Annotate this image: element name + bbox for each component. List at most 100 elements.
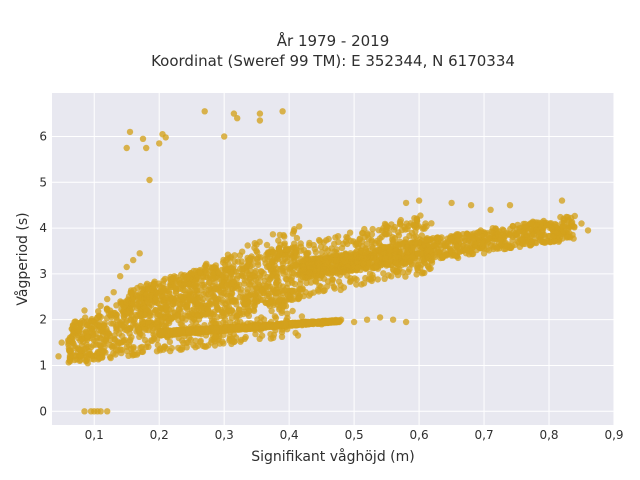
data-point — [363, 316, 371, 323]
data-point — [434, 234, 441, 242]
data-point — [138, 348, 146, 356]
data-point — [270, 331, 278, 338]
data-point — [58, 339, 65, 346]
data-point — [101, 340, 108, 347]
data-point — [402, 199, 410, 207]
data-point — [167, 347, 174, 355]
data-point — [275, 237, 282, 244]
data-point — [456, 248, 464, 255]
data-point — [337, 316, 345, 323]
data-point — [559, 235, 566, 242]
data-point — [256, 110, 264, 117]
data-point — [509, 236, 516, 243]
data-point — [513, 225, 521, 233]
data-point — [134, 284, 141, 292]
data-point — [499, 226, 506, 233]
data-point — [96, 322, 103, 329]
data-point — [310, 255, 318, 262]
data-point — [143, 280, 151, 287]
data-point — [265, 292, 273, 300]
data-point — [94, 314, 101, 321]
data-point — [298, 322, 306, 329]
data-point — [230, 263, 237, 270]
data-point — [314, 259, 322, 266]
data-point — [254, 288, 261, 296]
data-point — [353, 281, 360, 288]
data-point — [367, 276, 374, 283]
data-point — [148, 337, 155, 344]
data-point — [332, 318, 340, 325]
data-point — [369, 225, 376, 233]
data-point — [320, 266, 327, 273]
data-point — [398, 248, 405, 255]
data-point — [440, 248, 448, 256]
data-point — [236, 293, 243, 301]
data-point — [381, 254, 388, 261]
data-point — [81, 307, 88, 314]
grid-lines — [52, 93, 615, 425]
data-point — [166, 338, 174, 346]
data-point — [177, 328, 184, 336]
data-point — [270, 287, 278, 294]
data-point — [190, 291, 197, 298]
data-point — [344, 240, 351, 248]
data-point — [392, 247, 399, 255]
data-point — [211, 328, 218, 335]
data-point — [224, 285, 232, 292]
data-point — [519, 240, 527, 248]
x-tick-label: 0,8 — [539, 428, 558, 442]
data-point — [350, 318, 358, 326]
data-point — [280, 232, 287, 239]
data-point — [203, 269, 210, 276]
data-point — [307, 290, 314, 297]
data-point — [97, 302, 104, 310]
data-point — [211, 333, 219, 340]
data-point — [88, 317, 95, 324]
x-tick-label: 0,4 — [280, 428, 299, 442]
data-point — [278, 333, 286, 340]
x-tick-labels: 0,1 0,2 0,3 0,4 0,5 0,6 0,7 0,8 0,9 — [85, 428, 624, 442]
data-point — [303, 250, 310, 257]
y-tick-label: 6 — [39, 130, 47, 144]
data-point — [101, 322, 108, 329]
data-point — [335, 238, 342, 246]
data-point — [487, 206, 494, 213]
data-point — [225, 261, 232, 268]
data-point — [356, 235, 364, 242]
data-point — [368, 238, 376, 245]
data-point — [312, 278, 320, 285]
data-point — [322, 254, 330, 261]
data-point — [205, 279, 213, 286]
data-point — [395, 232, 403, 239]
data-point — [422, 236, 429, 244]
data-point — [134, 301, 141, 308]
data-point — [211, 269, 218, 276]
data-point — [227, 255, 234, 262]
data-point — [87, 350, 94, 358]
data-point — [127, 315, 135, 323]
data-point — [154, 341, 162, 349]
data-point — [387, 243, 394, 250]
data-point — [558, 197, 566, 204]
data-point — [360, 260, 367, 268]
data-point — [280, 322, 287, 329]
data-point — [264, 255, 271, 262]
data-points — [55, 108, 592, 415]
data-point — [284, 314, 291, 322]
data-point — [294, 264, 301, 271]
data-point — [498, 241, 505, 248]
data-point — [525, 227, 532, 234]
data-point — [111, 332, 118, 339]
data-point — [268, 298, 275, 305]
data-point — [125, 341, 132, 349]
data-point — [269, 231, 277, 238]
data-point — [114, 341, 121, 349]
chart-title-line-1: År 1979 - 2019 — [277, 31, 390, 50]
data-point — [237, 265, 244, 272]
data-point — [292, 249, 300, 256]
data-point — [138, 285, 146, 293]
data-point — [125, 325, 133, 332]
data-point — [231, 252, 238, 259]
x-tick-label: 0,6 — [410, 428, 429, 442]
data-point — [153, 336, 161, 343]
